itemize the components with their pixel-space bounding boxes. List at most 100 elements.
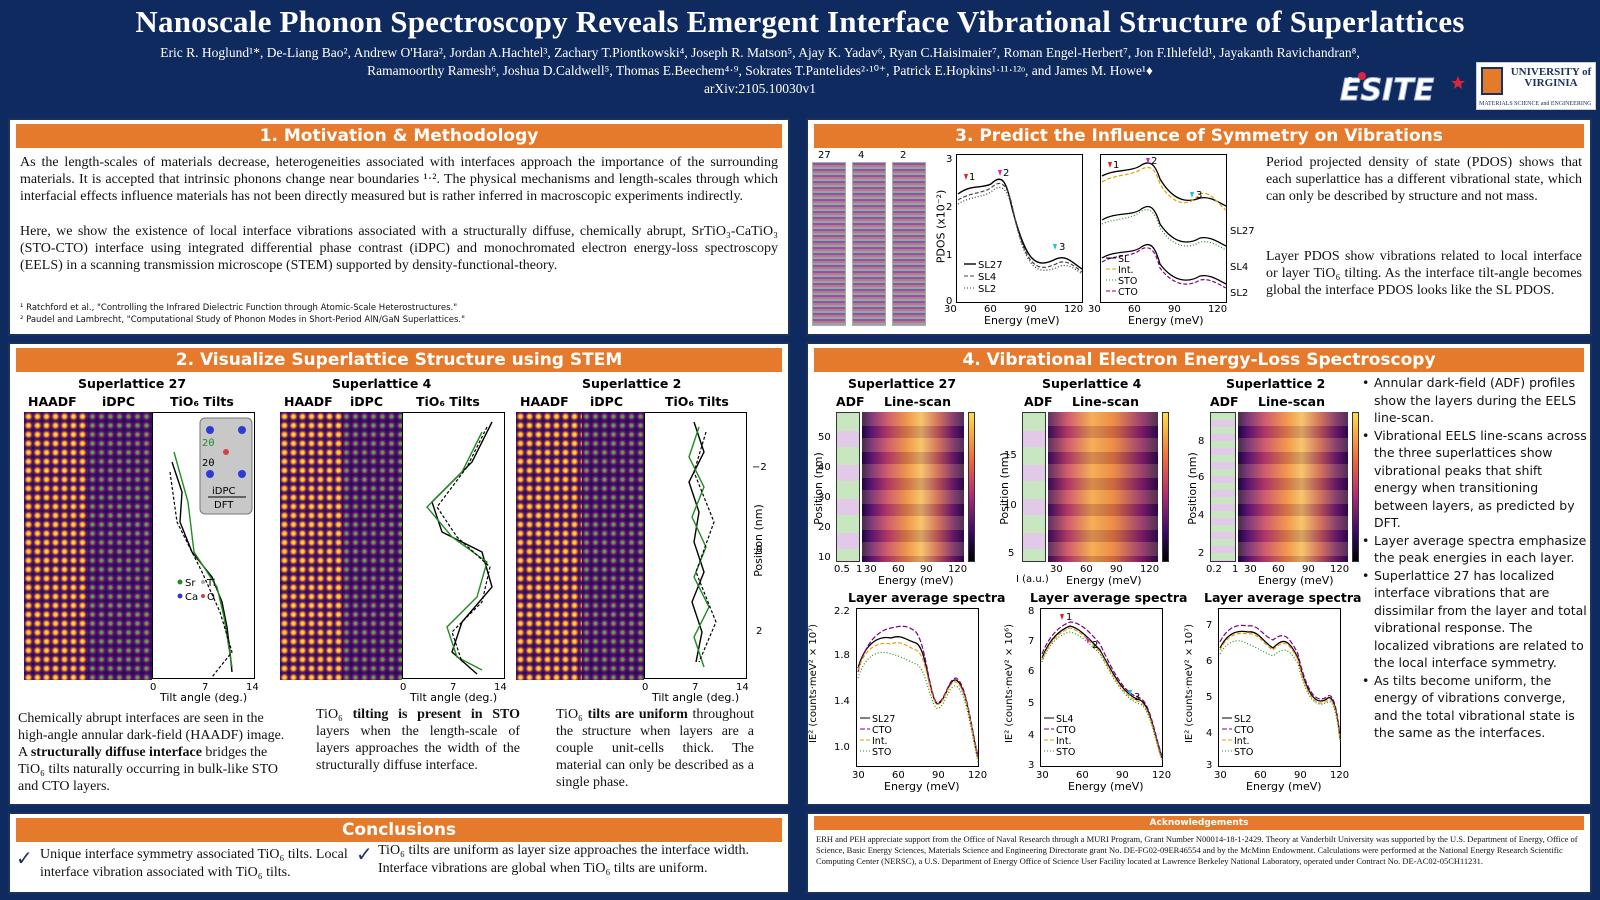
eels-sl2-adf-profile <box>1210 412 1236 562</box>
sl27-xtick-0: 0 <box>150 682 157 693</box>
eels-sl2-title: Superlattice 2 <box>1226 376 1326 391</box>
eels-panel: 4. Vibrational Electron Energy-Loss Spec… <box>806 342 1592 806</box>
eels-sl4-xlabel: Energy (meV) <box>1066 574 1142 587</box>
eels-sl27-adf-tick-2: 1 <box>856 564 863 575</box>
spectra-sl2-ytick-4: 4 <box>1206 728 1213 739</box>
sl4-title: Superlattice 4 <box>332 376 432 391</box>
spectra-sl2-xtick-90: 90 <box>1294 770 1307 781</box>
eels-sl2-xtick-30: 30 <box>1244 564 1257 575</box>
symmetry-text-2: Layer PDOS show vibrations related to lo… <box>1266 249 1582 298</box>
spectra-sl2-xlabel: Energy (meV) <box>1246 780 1322 793</box>
spectra-title-1: Layer average spectra <box>848 590 1006 605</box>
spectra-sl4-xlabel: Energy (meV) <box>1068 780 1144 793</box>
eels-sl2-xtick-60: 60 <box>1272 564 1285 575</box>
reference-1: ¹ Ratchford et al., "Controlling the Inf… <box>20 303 458 313</box>
eels-sl27-xtick-60: 60 <box>892 564 905 575</box>
pdos-xtick-120: 120 <box>1064 304 1084 315</box>
poster-title: Nanoscale Phonon Spectroscopy Reveals Em… <box>135 4 1465 39</box>
eels-sl2-ytick-4: 4 <box>1198 510 1205 521</box>
pdos-legend-sl4: SL4 <box>978 272 996 283</box>
spectra-sl4-marker-1: 1 <box>1066 612 1072 623</box>
eels-sl4-adf-xlabel: I (a.u.) <box>1016 574 1049 585</box>
eels-sl27-adf-profile <box>836 412 860 562</box>
spectra-sl2-xtick-120: 120 <box>1330 770 1350 781</box>
spectra-sl27-ytick-10: 1.0 <box>834 742 850 753</box>
sl2-idpc-image <box>582 412 644 680</box>
spectra-title-3: Layer average spectra <box>1204 590 1362 605</box>
eels-sl27-adf-label: ADF <box>836 394 865 409</box>
spectra-sl27-ytick-18: 1.8 <box>834 650 850 661</box>
checkmark-icon: ✓ <box>356 842 373 866</box>
eels-sl2-linescan-map <box>1238 412 1348 562</box>
layer-legend-int: Int. <box>1118 265 1134 276</box>
sl2-tilt-plot <box>644 412 747 679</box>
sl27-caption-text-1: Chemically abrupt interfaces are seen in… <box>18 711 285 760</box>
eels-sl4-xtick-30: 30 <box>1050 564 1063 575</box>
spectra-sl27-xtick-120: 120 <box>968 770 988 781</box>
eels-sl2-adf-tick-2: 1 <box>1232 564 1239 575</box>
acknowledgements-heading: Acknowledgements <box>814 816 1584 830</box>
spectra-sl4-marker-2: 2 <box>1092 640 1098 651</box>
conclusions-heading: Conclusions <box>16 818 782 842</box>
eels-sl4-colorbar <box>1162 412 1169 562</box>
sl2-idpc-label: iDPC <box>590 394 623 409</box>
eels-sl27-xtick-120: 120 <box>948 564 968 575</box>
eels-sl4-xtick-60: 60 <box>1080 564 1093 575</box>
conclusions-panel: Conclusions ✓ Unique interface symmetry … <box>8 812 790 894</box>
legend-sr: Sr <box>185 578 196 589</box>
sl2-xtick-0: 0 <box>642 682 649 693</box>
motivation-paragraph-1: As the length-scales of materials decrea… <box>20 155 778 204</box>
eels-sl4-ytick-15: 15 <box>1004 450 1017 461</box>
sl4-caption-text-1: TiO₆ <box>316 707 353 722</box>
spectra-sl2-ytick-5: 5 <box>1206 692 1213 703</box>
spectra-sl2-legend-int: Int. <box>1234 736 1250 747</box>
spectra-sl27-xlabel: Energy (meV) <box>884 780 960 793</box>
sl2-haadf-image <box>516 412 582 680</box>
layer-pdos-plot: 1 2 3 SL Int. STO CTO <box>1100 154 1227 303</box>
spectra-sl4-ytick-8: 8 <box>1028 606 1035 617</box>
eels-sl2-linescan-label: Line-scan <box>1258 394 1325 409</box>
pdos-marker-2: 2 <box>1003 168 1009 179</box>
eels-sl27-linescan-label: Line-scan <box>884 394 951 409</box>
eels-sl4-xtick-90: 90 <box>1110 564 1123 575</box>
sl27-title: Superlattice 27 <box>78 376 187 391</box>
layer-pdos-marker-3: 3 <box>1196 190 1202 201</box>
pdos-ylabel: PDOS (x10⁻²) <box>934 189 948 264</box>
spectra-sl27-legend-int: Int. <box>872 736 888 747</box>
pdos-ytick-3: 3 <box>946 154 953 165</box>
sl27-tilts-label: TiO₆ Tilts <box>170 394 234 409</box>
sl4-haadf-label: HAADF <box>284 394 333 409</box>
motivation-paragraph-2: Here, we show the existence of local int… <box>20 224 778 273</box>
spectra-sl4-xtick-90: 90 <box>1116 770 1129 781</box>
sl27-idpc-label: iDPC <box>102 394 135 409</box>
spectra-sl4-marker-3: 3 <box>1134 692 1140 703</box>
spectra-sl4-legend-cto: CTO <box>1056 725 1076 736</box>
spectra-sl4-xtick-120: 120 <box>1152 770 1172 781</box>
inset-theta-1: 2θ <box>202 438 214 449</box>
struct-label-4: 4 <box>858 150 865 161</box>
eels-sl27-ytick-10: 10 <box>818 552 831 563</box>
uva-logo-text: UNIVERSITY of VIRGINIA <box>1510 66 1592 89</box>
sl2-xaxis-label: Tilt angle (deg.) <box>652 691 740 704</box>
sl2-caption-text-1: TiO₆ <box>556 707 588 722</box>
layer-xtick-120: 120 <box>1208 304 1228 315</box>
eels-sl2-xtick-120: 120 <box>1330 564 1350 575</box>
eels-sl27-xlabel: Energy (meV) <box>878 574 954 587</box>
eels-sl27-xtick-90: 90 <box>920 564 933 575</box>
eels-heading: 4. Vibrational Electron Energy-Loss Spec… <box>814 348 1584 372</box>
spectra-sl2-legend-sl: SL2 <box>1234 714 1251 725</box>
eels-sl2-adf-label: ADF <box>1210 394 1239 409</box>
spectra-sl27-xtick-30: 30 <box>852 770 865 781</box>
eels-sl27-colorbar <box>968 412 975 562</box>
sl2-caption-bold: tilts are uniform <box>587 707 688 722</box>
eels-sl4-adf-label: ADF <box>1024 394 1053 409</box>
eels-sl27-ytick-20: 20 <box>818 522 831 533</box>
sl2-xtick-14: 14 <box>736 682 749 693</box>
spectra-sl4-ylabel: IE² (counts·meV² × 10⁶) <box>1004 623 1016 744</box>
sl2-structure-model <box>892 162 926 326</box>
spectra-sl27-xtick-90: 90 <box>932 770 945 781</box>
sl4-tilts-label: TiO₆ Tilts <box>416 394 480 409</box>
eels-sl4-xtick-120: 120 <box>1140 564 1160 575</box>
sl4-idpc-image <box>342 412 402 680</box>
layer-legend-sto: STO <box>1118 276 1137 287</box>
